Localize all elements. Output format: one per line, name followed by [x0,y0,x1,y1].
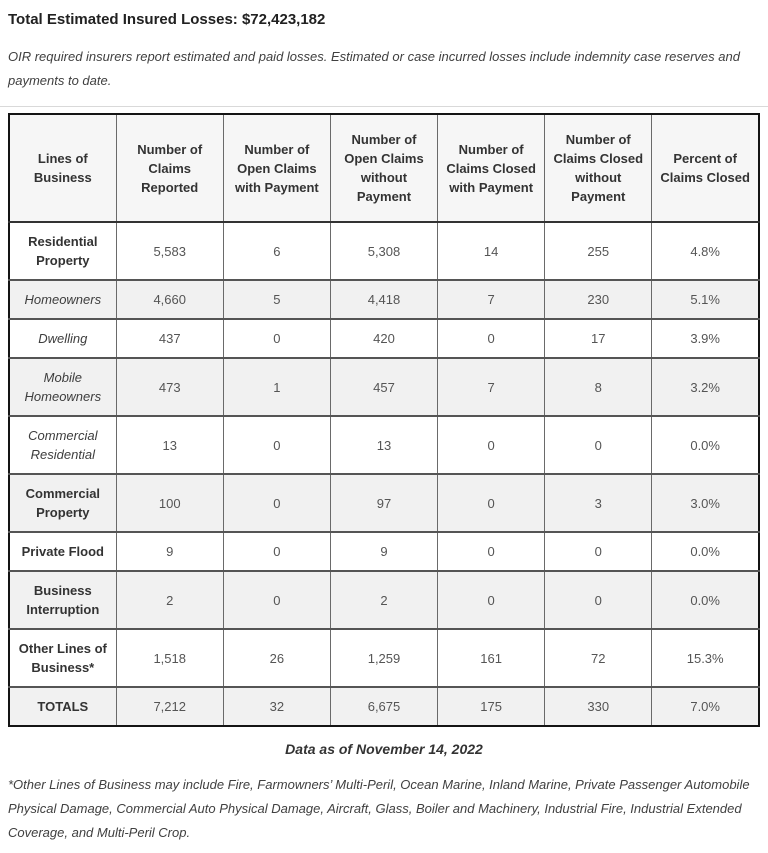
cell-value: 7.0% [651,686,759,726]
cell-value: 14 [437,222,545,280]
cell-value: 0 [437,570,545,629]
cell-value: 8 [544,357,652,416]
cell-value: 0 [222,570,331,629]
cell-value: 457 [329,357,438,416]
cell-value: 0 [544,415,652,474]
row-label: Other Lines of Business* [9,628,117,687]
cell-value: 175 [437,686,545,726]
cell-value: 97 [329,473,438,532]
column-header-4: Number of Claims Closed with Payment [437,114,545,223]
cell-value: 6,675 [329,686,438,726]
intro-note: OIR required insurers report estimated a… [8,49,740,88]
table-row: Business Interruption 2 0 2 0 0 0.0% [9,570,759,629]
cell-value: 5 [222,279,331,319]
cell-value: 4.8% [651,222,759,280]
cell-value: 4,660 [115,279,224,319]
claims-table: Lines of Business Number of Claims Report… [8,113,760,727]
row-label: Residential Property [28,234,98,268]
cell-value: 32 [222,686,331,726]
row-label: Dwelling [9,318,117,358]
claims-table-body: Residential Property 5,583 6 5,308 14 255 4.8%… [9,222,759,726]
cell-value: 15.3% [651,628,759,687]
column-header-2: Number of Open Claims with Payment [222,114,331,223]
cell-value: 0 [437,473,545,532]
cell-value: 7 [437,279,545,319]
cell-value: 330 [544,686,652,726]
table-row: Residential Property 5,583 6 5,308 14 255 4.8% [9,222,759,280]
divider [0,106,768,107]
table-row: Commercial Residential 13 0 13 0 0 0.0% [9,415,759,474]
cell-value: 7 [437,357,545,416]
cell-value: 0 [437,415,545,474]
column-header-6: Percent of Claims Closed [651,114,759,223]
column-header-3: Number of Open Claims without Payment [329,114,438,223]
cell-value: 17 [544,318,652,358]
cell-value: 420 [329,318,438,358]
cell-value: 1 [222,357,331,416]
cell-value: 13 [115,415,224,474]
cell-value: 3 [544,473,652,532]
row-label: Commercial Residential [9,415,117,474]
cell-value: 0 [544,531,652,571]
cell-value: 5,308 [329,222,438,280]
footnote: *Other Lines of Business may include Fir… [8,777,750,840]
table-row: Mobile Homeowners 473 1 457 7 8 3.2% [9,357,759,416]
cell-value: 230 [544,279,652,319]
cell-value: 72 [544,628,652,687]
cell-value: 13 [329,415,438,474]
cell-value: 0 [222,415,331,474]
cell-value: 2 [115,570,224,629]
page-title: Total Estimated Insured Losses: $72,423,… [8,11,326,28]
cell-value: 4,418 [329,279,438,319]
table-row: Other Lines of Business* 1,518 26 1,259 161 7… [9,628,759,687]
claims-table-header: Lines of Business Number of Claims Report… [9,114,759,223]
cell-value: 437 [115,318,224,358]
row-label: Homeowners [9,279,117,319]
table-row: Homeowners 4,660 5 4,418 7 230 5.1% [9,279,759,319]
header-row: Lines of Business Number of Claims Report… [9,114,759,223]
column-header-1: Number of Claims Reported [115,114,224,223]
cell-value: 5,583 [115,222,224,280]
cell-value: 0 [222,531,331,571]
cell-value: 161 [437,628,545,687]
cell-value: 1,518 [115,628,224,687]
cell-value: 0 [544,570,652,629]
cell-value: 0.0% [651,415,759,474]
table-row: Dwelling 437 0 420 0 17 3.9% [9,318,759,358]
table-row: TOTALS 7,212 32 6,675 175 330 7.0% [9,686,759,726]
cell-value: 3.0% [651,473,759,532]
cell-value: 0 [437,531,545,571]
cell-value: 100 [115,473,224,532]
cell-value: 473 [115,357,224,416]
cell-value: 2 [329,570,438,629]
cell-value: 0 [222,318,331,358]
table-row: Private Flood 9 0 9 0 0 0.0% [9,531,759,571]
cell-value: 0 [437,318,545,358]
cell-value: 0.0% [651,570,759,629]
cell-value: 9 [115,531,224,571]
cell-value: 9 [329,531,438,571]
cell-value: 5.1% [651,279,759,319]
cell-value: 3.9% [651,318,759,358]
cell-value: 3.2% [651,357,759,416]
row-label: TOTALS [9,686,117,726]
row-label: Business Interruption [9,570,117,629]
cell-value: 6 [222,222,331,280]
cell-value: 1,259 [329,628,438,687]
row-label: Private Flood [9,531,117,571]
cell-value: 26 [222,628,331,687]
cell-value: 0.0% [651,531,759,571]
column-header-0: Lines of Business [9,114,117,223]
table-row: Commercial Property 100 0 97 0 3 3.0% [9,473,759,532]
cell-value: 255 [544,222,652,280]
column-header-5: Number of Claims Closed without Payment [544,114,652,223]
row-label: Mobile Homeowners [9,357,117,416]
cell-value: 7,212 [115,686,224,726]
data-as-of-caption: Data as of November 14, 2022 [285,741,483,757]
cell-value: 0 [222,473,331,532]
row-label: Commercial Property [9,473,117,532]
